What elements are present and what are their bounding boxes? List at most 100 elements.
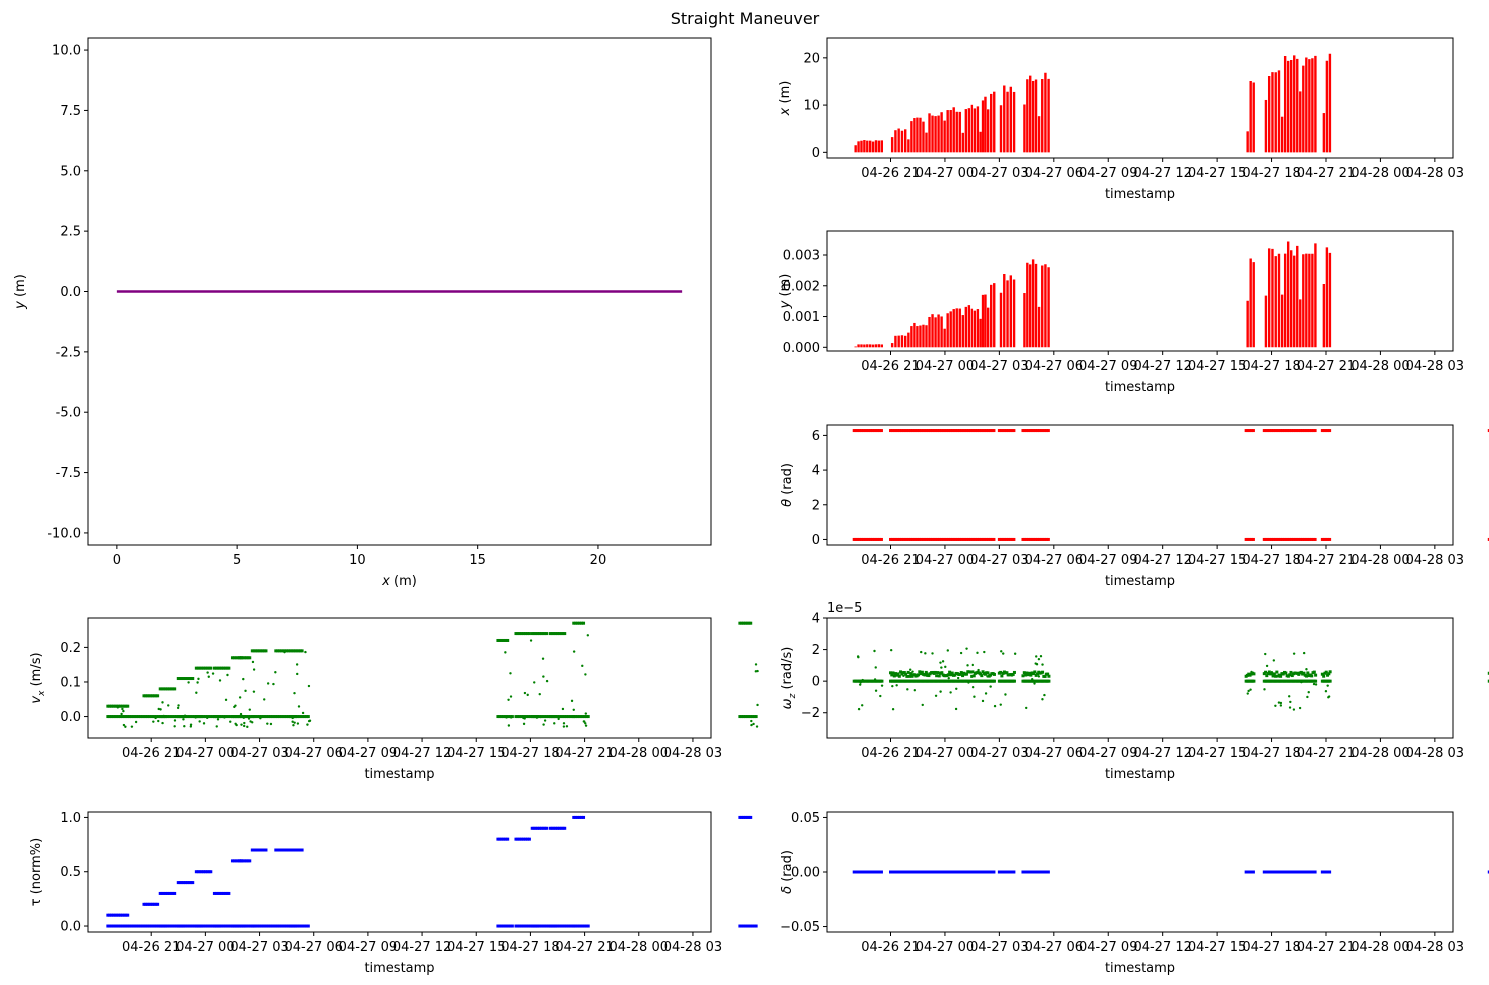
point <box>752 924 756 928</box>
point <box>281 649 285 653</box>
point <box>539 924 543 928</box>
point <box>221 924 225 928</box>
offset-text: 1e−5 <box>827 601 862 616</box>
point <box>109 704 113 708</box>
point <box>147 694 151 698</box>
point <box>198 924 202 928</box>
point <box>1268 870 1272 874</box>
point <box>890 429 894 433</box>
point <box>1025 537 1029 541</box>
point <box>867 537 871 541</box>
point <box>243 724 246 728</box>
point <box>948 429 952 433</box>
point <box>507 924 511 928</box>
point <box>890 673 894 677</box>
point <box>1043 429 1047 433</box>
point <box>241 656 245 660</box>
point <box>1320 672 1324 676</box>
point <box>1270 537 1274 541</box>
point <box>265 715 269 719</box>
point <box>230 656 234 660</box>
point <box>909 672 913 676</box>
point <box>1008 429 1012 433</box>
x-tick-label: 04-27 06 <box>1025 553 1083 568</box>
point <box>1046 870 1050 874</box>
point <box>750 723 753 727</box>
point <box>1292 652 1296 655</box>
point <box>250 924 254 928</box>
point <box>940 671 944 675</box>
point <box>957 429 961 433</box>
point <box>1251 429 1255 433</box>
point <box>238 715 242 719</box>
point <box>750 719 753 723</box>
point <box>745 815 749 819</box>
point <box>534 632 538 636</box>
point <box>950 671 954 675</box>
point <box>1312 670 1316 674</box>
x-tick-label: 04-27 21 <box>555 940 613 955</box>
point <box>1297 537 1301 541</box>
point <box>288 715 292 719</box>
point <box>147 924 151 928</box>
point <box>740 621 744 625</box>
point <box>581 924 585 928</box>
point <box>202 715 206 719</box>
point <box>1487 870 1489 874</box>
point <box>578 621 582 625</box>
point <box>509 716 513 719</box>
point <box>543 715 547 719</box>
point <box>981 870 985 874</box>
point <box>972 429 976 433</box>
point <box>303 715 307 719</box>
point <box>1284 537 1288 541</box>
point <box>286 715 290 719</box>
point <box>572 650 576 653</box>
point <box>521 924 525 928</box>
point <box>151 715 155 719</box>
point <box>971 663 974 667</box>
point <box>1302 671 1306 675</box>
point <box>294 924 298 928</box>
point <box>1282 429 1286 433</box>
point <box>516 715 520 719</box>
point <box>907 537 911 541</box>
point <box>861 704 864 707</box>
point <box>160 924 164 928</box>
point <box>1008 870 1012 874</box>
point <box>926 672 929 675</box>
point <box>111 715 115 719</box>
point <box>961 870 965 874</box>
point <box>1012 670 1016 674</box>
point <box>889 537 893 541</box>
point <box>524 837 528 841</box>
point <box>559 632 563 636</box>
point <box>876 429 880 433</box>
point <box>153 715 157 719</box>
point <box>254 924 258 928</box>
point <box>543 826 547 830</box>
point <box>963 870 967 874</box>
point <box>559 826 563 830</box>
point <box>162 891 166 895</box>
point <box>961 674 965 678</box>
point <box>983 672 987 676</box>
point <box>903 870 907 874</box>
point <box>200 715 204 719</box>
point <box>911 670 914 673</box>
point <box>1288 429 1292 433</box>
point <box>1308 870 1312 874</box>
point <box>238 859 242 863</box>
point <box>113 924 117 928</box>
point <box>916 537 920 541</box>
point <box>1041 670 1045 674</box>
point <box>229 720 232 723</box>
point <box>924 652 927 655</box>
point <box>1300 870 1304 874</box>
point <box>207 715 211 719</box>
point <box>1302 537 1306 541</box>
point <box>1244 537 1248 541</box>
point <box>1299 537 1303 541</box>
point <box>157 707 160 711</box>
point <box>214 924 218 928</box>
